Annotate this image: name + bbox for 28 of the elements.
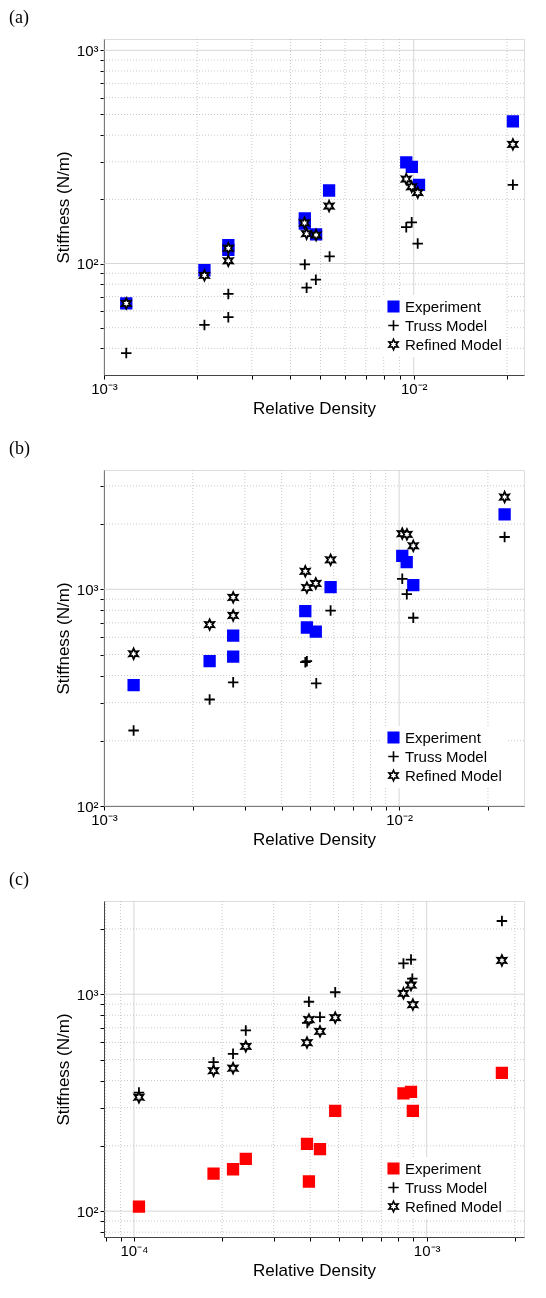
- y-axis-title: Stiffness (N/m): [53, 151, 73, 264]
- legend-label: Experiment: [405, 297, 482, 315]
- x-tick-label: 10⁻⁴: [120, 1241, 149, 1259]
- x-tick-label: 10⁻²: [400, 379, 428, 397]
- y-tick-label: 10²: [76, 1202, 99, 1220]
- chart-title: (a): [9, 6, 29, 28]
- x-axis-title: Relative Density: [253, 829, 377, 849]
- x-tick-label: 10⁻³: [91, 379, 118, 397]
- chart-title: (b): [9, 437, 30, 459]
- legend-label: Truss Model: [405, 1178, 487, 1196]
- x-axis-title: Relative Density: [253, 1260, 377, 1280]
- y-axis-title: Stiffness (N/m): [53, 1013, 73, 1126]
- legend-label: Experiment: [405, 728, 482, 746]
- x-tick-label: 10⁻²: [386, 810, 413, 828]
- y-tick-label: 10³: [76, 41, 99, 59]
- legend-label: Truss Model: [405, 747, 487, 765]
- x-tick-label: 10⁻³: [413, 1241, 441, 1259]
- legend-label: Refined Model: [405, 766, 502, 784]
- legend-label: Refined Model: [405, 1197, 502, 1215]
- y-axis-title: Stiffness (N/m): [53, 582, 73, 695]
- y-tick-label: 10³: [76, 580, 99, 598]
- y-tick-label: 10²: [76, 255, 99, 273]
- chart-title: (c): [9, 868, 29, 890]
- y-tick-label: 10³: [76, 985, 99, 1003]
- legend-label: Experiment: [405, 1159, 482, 1177]
- legend-label: Refined Model: [405, 335, 502, 353]
- x-axis-title: Relative Density: [253, 398, 377, 418]
- legend-label: Truss Model: [405, 316, 487, 334]
